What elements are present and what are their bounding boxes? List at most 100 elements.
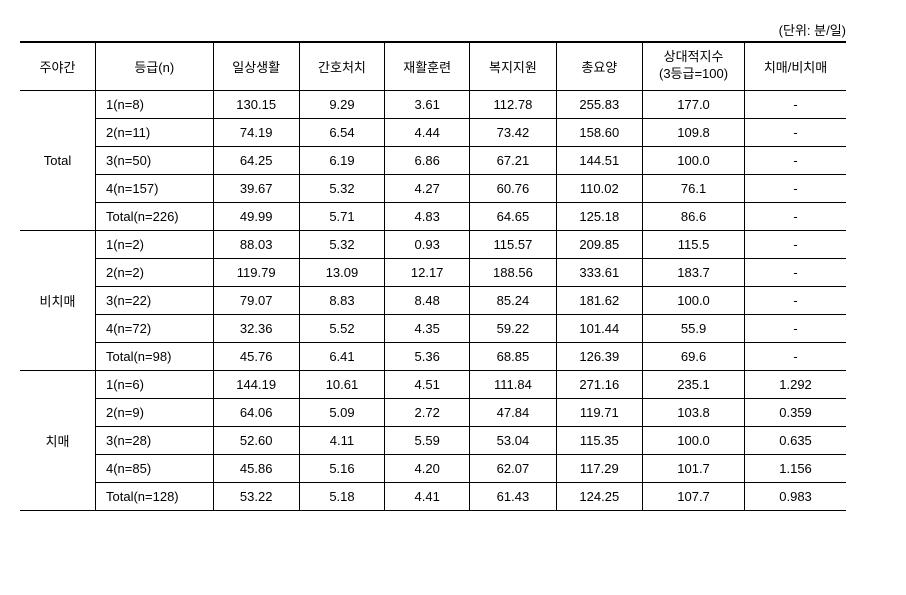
grade-cell: 2(n=9): [96, 398, 214, 426]
value-cell: 69.6: [643, 342, 745, 370]
header-cell: 재활훈련: [385, 42, 470, 90]
value-cell: 73.42: [470, 118, 556, 146]
value-cell: 62.07: [470, 454, 556, 482]
table-row: Total(n=128)53.225.184.4161.43124.25107.…: [20, 482, 846, 510]
value-cell: -: [745, 230, 846, 258]
value-cell: 5.36: [385, 342, 470, 370]
value-cell: 126.39: [556, 342, 642, 370]
value-cell: 119.79: [213, 258, 299, 286]
table-row: Total1(n=8)130.159.293.61112.78255.83177…: [20, 90, 846, 118]
table-row: 치매1(n=6)144.1910.614.51111.84271.16235.1…: [20, 370, 846, 398]
value-cell: 5.32: [299, 174, 384, 202]
group-label: 비치매: [20, 230, 96, 370]
value-cell: 49.99: [213, 202, 299, 230]
value-cell: 5.32: [299, 230, 384, 258]
value-cell: 55.9: [643, 314, 745, 342]
grade-cell: 4(n=72): [96, 314, 214, 342]
table-row: 3(n=50)64.256.196.8667.21144.51100.0-: [20, 146, 846, 174]
table-row: 4(n=157)39.675.324.2760.76110.0276.1-: [20, 174, 846, 202]
value-cell: 124.25: [556, 482, 642, 510]
value-cell: -: [745, 174, 846, 202]
value-cell: 0.359: [745, 398, 846, 426]
group-label: Total: [20, 90, 96, 230]
value-cell: 0.93: [385, 230, 470, 258]
value-cell: 1.292: [745, 370, 846, 398]
value-cell: 61.43: [470, 482, 556, 510]
value-cell: 100.0: [643, 426, 745, 454]
value-cell: 101.7: [643, 454, 745, 482]
value-cell: 68.85: [470, 342, 556, 370]
table-row: 2(n=9)64.065.092.7247.84119.71103.80.359: [20, 398, 846, 426]
value-cell: 183.7: [643, 258, 745, 286]
grade-cell: 3(n=50): [96, 146, 214, 174]
value-cell: 107.7: [643, 482, 745, 510]
value-cell: 158.60: [556, 118, 642, 146]
value-cell: 60.76: [470, 174, 556, 202]
value-cell: 255.83: [556, 90, 642, 118]
value-cell: 9.29: [299, 90, 384, 118]
value-cell: 8.83: [299, 286, 384, 314]
value-cell: 59.22: [470, 314, 556, 342]
value-cell: 101.44: [556, 314, 642, 342]
value-cell: 47.84: [470, 398, 556, 426]
value-cell: 103.8: [643, 398, 745, 426]
header-cell: 치매/비치매: [745, 42, 846, 90]
value-cell: 4.11: [299, 426, 384, 454]
value-cell: 2.72: [385, 398, 470, 426]
grade-cell: Total(n=128): [96, 482, 214, 510]
value-cell: 45.76: [213, 342, 299, 370]
value-cell: 13.09: [299, 258, 384, 286]
value-cell: -: [745, 286, 846, 314]
header-row: 주야간등급(n)일상생활간호처치재활훈련복지지원총요양상대적지수(3등급=100…: [20, 42, 846, 90]
value-cell: 86.6: [643, 202, 745, 230]
value-cell: 52.60: [213, 426, 299, 454]
value-cell: 112.78: [470, 90, 556, 118]
value-cell: 4.44: [385, 118, 470, 146]
header-cell: 등급(n): [96, 42, 214, 90]
header-cell: 주야간: [20, 42, 96, 90]
unit-label: (단위: 분/일): [20, 20, 856, 39]
value-cell: 53.22: [213, 482, 299, 510]
value-cell: 6.54: [299, 118, 384, 146]
value-cell: -: [745, 118, 846, 146]
header-cell: 복지지원: [470, 42, 556, 90]
group-label: 치매: [20, 370, 96, 510]
value-cell: 64.65: [470, 202, 556, 230]
value-cell: 4.41: [385, 482, 470, 510]
value-cell: 181.62: [556, 286, 642, 314]
value-cell: 0.983: [745, 482, 846, 510]
value-cell: 64.06: [213, 398, 299, 426]
header-cell: 상대적지수(3등급=100): [643, 42, 745, 90]
value-cell: 117.29: [556, 454, 642, 482]
value-cell: 5.09: [299, 398, 384, 426]
grade-cell: 1(n=8): [96, 90, 214, 118]
value-cell: 64.25: [213, 146, 299, 174]
value-cell: 144.51: [556, 146, 642, 174]
value-cell: 1.156: [745, 454, 846, 482]
grade-cell: 4(n=85): [96, 454, 214, 482]
table-row: 3(n=28)52.604.115.5953.04115.35100.00.63…: [20, 426, 846, 454]
grade-cell: 2(n=2): [96, 258, 214, 286]
table-row: 2(n=11)74.196.544.4473.42158.60109.8-: [20, 118, 846, 146]
table-row: 비치매1(n=2)88.035.320.93115.57209.85115.5-: [20, 230, 846, 258]
header-cell: 총요양: [556, 42, 642, 90]
header-cell: 간호처치: [299, 42, 384, 90]
value-cell: 76.1: [643, 174, 745, 202]
grade-cell: 3(n=28): [96, 426, 214, 454]
value-cell: 109.8: [643, 118, 745, 146]
value-cell: 100.0: [643, 146, 745, 174]
table-row: 4(n=72)32.365.524.3559.22101.4455.9-: [20, 314, 846, 342]
grade-cell: 3(n=22): [96, 286, 214, 314]
value-cell: 188.56: [470, 258, 556, 286]
value-cell: 119.71: [556, 398, 642, 426]
value-cell: -: [745, 146, 846, 174]
table-row: 4(n=85)45.865.164.2062.07117.29101.71.15…: [20, 454, 846, 482]
value-cell: 8.48: [385, 286, 470, 314]
value-cell: -: [745, 314, 846, 342]
value-cell: -: [745, 342, 846, 370]
value-cell: -: [745, 90, 846, 118]
value-cell: 39.67: [213, 174, 299, 202]
value-cell: 6.19: [299, 146, 384, 174]
value-cell: 85.24: [470, 286, 556, 314]
value-cell: 32.36: [213, 314, 299, 342]
